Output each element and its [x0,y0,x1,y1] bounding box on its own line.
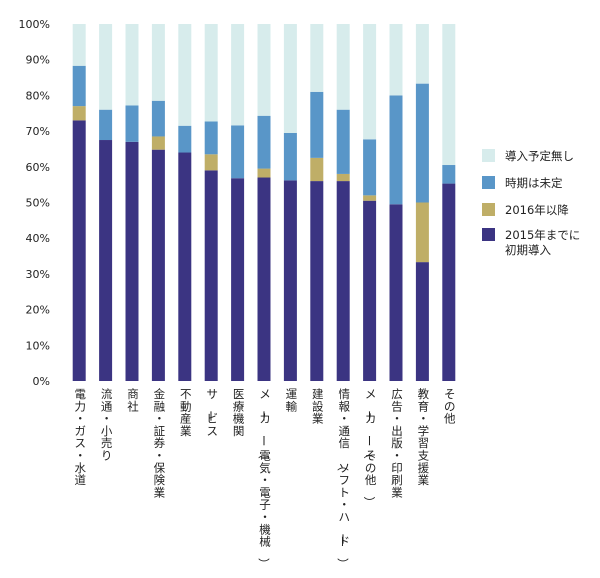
legend-label: 2015年までに初期導入 [505,228,580,257]
bar-segment [257,177,271,381]
bar-segment [178,125,192,153]
y-tick-label: 30% [26,268,50,281]
bar-segment [442,24,456,166]
category-label: 金融・証券・保険業 [154,387,166,499]
bar-segment [283,132,297,181]
category-label: 広告・出版・印刷業 [391,387,403,499]
bar-segment [336,109,350,174]
bar-segment [442,183,456,381]
bar-segment [231,24,245,126]
bar-segment [310,91,324,158]
bar-segment [204,154,218,171]
y-tick-label: 10% [26,339,50,352]
bar-segment [99,140,113,381]
category-label: 建設業 [312,387,324,426]
bar-segment [151,136,165,150]
category-label: メーカー（その他） [362,387,377,508]
bar-segment [151,100,165,137]
bar-segment [178,152,192,381]
bar-segment [336,173,350,182]
bar-segment [363,195,377,201]
category-label: 教育・学習支援業 [418,387,430,487]
bar-segment [310,24,324,92]
bar-segment [257,115,271,169]
bar-segment [336,24,350,110]
y-tick-label: 100% [19,18,50,31]
bar-segment [178,24,192,126]
bar-segment [231,178,245,381]
category-labels: 電力・ガス・水道流通・小売り商社金融・証券・保険業不動産業サービス医療機関メーカ… [74,387,456,569]
bar-segment [72,120,86,381]
legend-label: 2016年以降 [505,203,569,217]
y-tick-label: 90% [26,54,50,67]
legend-swatch [482,176,495,189]
bar-segment [363,139,377,196]
category-label: 流通・小売り [101,387,113,463]
bar-segment [389,24,403,96]
bar-segment [363,200,377,381]
bar-segment [151,24,165,101]
category-label: 情報・通信（ソフト・ハード） [335,387,350,569]
y-tick-label: 40% [26,232,50,245]
y-tick-label: 60% [26,161,50,174]
y-tick-label: 70% [26,125,50,138]
bar-segment [415,202,429,263]
bar-segment [415,83,429,203]
bar-segment [125,24,139,106]
category-label: 電力・ガス・水道 [74,387,86,487]
y-tick-label: 0% [33,375,50,388]
bar-segment [415,24,429,84]
bars [72,24,456,381]
bar-segment [125,141,139,381]
bar-segment [389,204,403,381]
category-label: メーカー（電気・電子・機械） [256,387,271,569]
bar-segment [257,168,271,178]
bar-segment [72,65,86,107]
bar-segment [442,165,456,184]
bar-segment [310,181,324,381]
y-tick-label: 50% [26,197,50,210]
category-label: 商社 [127,387,139,413]
bar-segment [310,157,324,182]
bar-segment [72,24,86,66]
bar-segment [99,109,113,141]
bar-segment [151,149,165,381]
bar-segment [99,24,113,110]
bar-segment [204,24,218,122]
legend-swatch [482,203,495,216]
y-tick-label: 20% [26,304,50,317]
category-label: 運輸 [286,387,298,413]
bar-segment [204,121,218,155]
y-axis: 0% 10% 20% 30% 40% 50% 60% 70% 80% 90% 100% [19,18,50,388]
bar-segment [283,180,297,381]
category-label: その他 [444,387,456,426]
bar-segment [204,170,218,381]
legend-swatch [482,228,495,241]
y-tick-label: 80% [26,89,50,102]
bar-segment [283,24,297,133]
bar-segment [336,181,350,381]
legend-label: 時期は未定 [505,176,563,190]
category-label: サービス [203,387,218,438]
legend-swatch [482,149,495,162]
category-label: 不動産業 [180,387,192,438]
bar-segment [72,106,86,121]
bar-segment [231,125,245,179]
bar-segment [363,24,377,140]
bar-segment [257,24,271,116]
category-label: 医療機関 [233,387,245,438]
bar-segment [415,262,429,381]
legend-label: 導入予定無し [505,149,574,163]
bar-segment [125,105,139,142]
bar-segment [389,95,403,205]
